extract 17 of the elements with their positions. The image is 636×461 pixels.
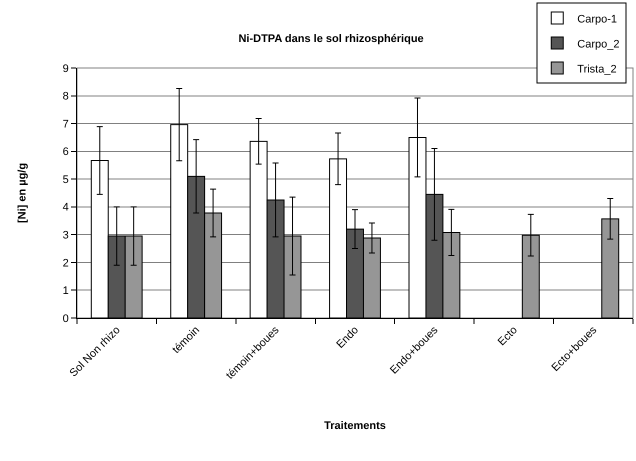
y-tick-label: 8: [62, 90, 69, 103]
y-tick-label: 3: [62, 230, 69, 242]
x-tick-label: Ecto: [496, 324, 520, 348]
x-axis-title: Traitements: [324, 420, 386, 432]
y-tick-label: 9: [62, 62, 69, 75]
y-tick-label: 2: [62, 257, 69, 270]
chart-title: Ni-DTPA dans le sol rhizosphérique: [238, 32, 424, 45]
y-tick-label: 6: [62, 146, 69, 158]
y-tick-label: 5: [62, 174, 69, 186]
y-tick-label: 1: [62, 285, 69, 298]
legend-label: Carpo_2: [577, 38, 620, 50]
legend-label: Trista_2: [577, 63, 617, 76]
y-tick-label: 7: [62, 118, 69, 130]
y-axis-title: [Ni] en µg/g: [16, 162, 28, 224]
y-tick-label: 0: [62, 312, 69, 325]
y-tick-label: 4: [62, 202, 69, 214]
legend-label: Carpo-1: [577, 13, 618, 26]
